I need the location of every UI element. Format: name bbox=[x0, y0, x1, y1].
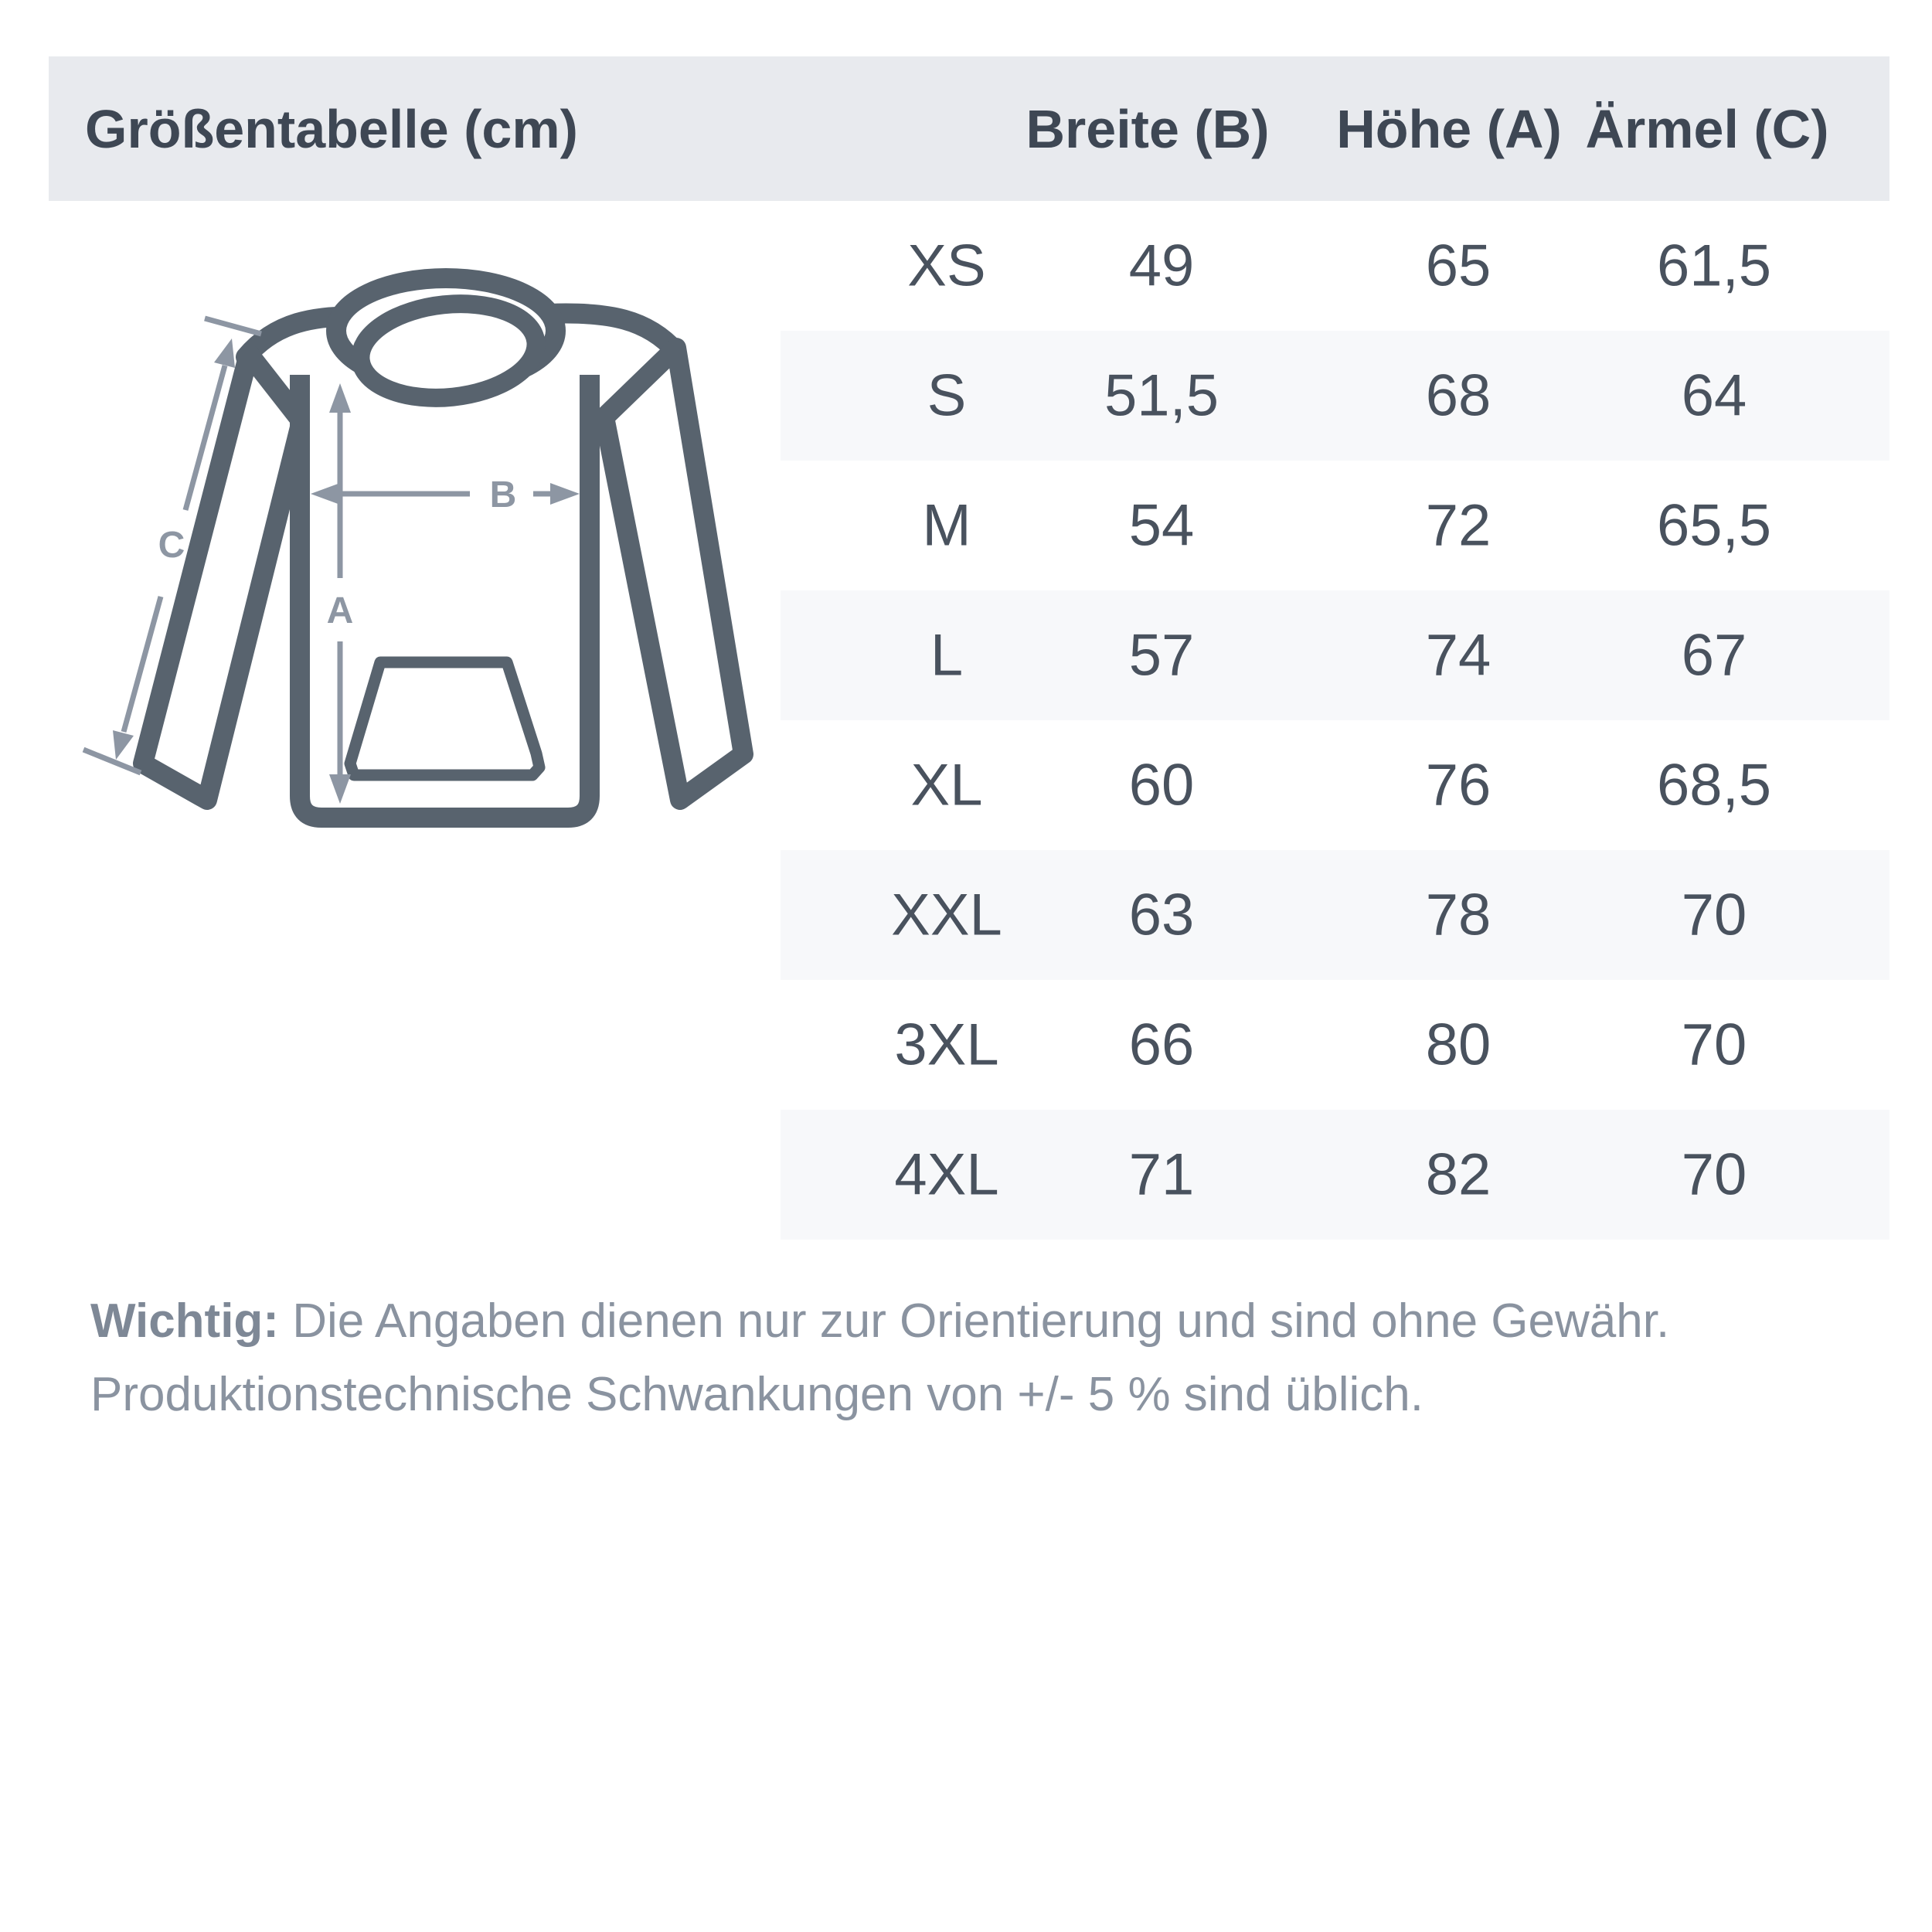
breite-value: 51,5 bbox=[1104, 362, 1219, 429]
table-row: 4XL 71 82 70 bbox=[49, 1110, 1889, 1240]
size-label: XL bbox=[910, 752, 983, 818]
aermel-value: 65,5 bbox=[1657, 492, 1771, 559]
hoehe-value: 74 bbox=[1425, 622, 1492, 689]
row-stripe bbox=[781, 590, 1889, 720]
breite-value: 60 bbox=[1128, 752, 1195, 818]
breite-value: 49 bbox=[1128, 233, 1195, 299]
aermel-value: 67 bbox=[1681, 622, 1747, 689]
disclaimer-label: Wichtig: bbox=[90, 1294, 279, 1348]
aermel-value: 68,5 bbox=[1657, 752, 1771, 818]
measure-arrowheads-b bbox=[311, 483, 580, 505]
hoehe-value: 78 bbox=[1425, 882, 1492, 948]
hoodie-hood bbox=[326, 268, 566, 407]
measure-arrowheads-a bbox=[329, 383, 351, 804]
row-stripe bbox=[781, 850, 1889, 980]
hoodie-pocket bbox=[344, 656, 546, 781]
table-row: XL 60 76 68,5 bbox=[49, 720, 1889, 850]
table-row: XS 49 65 61,5 bbox=[49, 201, 1889, 331]
hoehe-value: 76 bbox=[1425, 752, 1492, 818]
page-title: Größentabelle (cm) bbox=[85, 98, 578, 159]
aermel-value: 70 bbox=[1681, 1012, 1747, 1078]
label-a: A bbox=[327, 590, 354, 631]
table-row: L 57 74 67 bbox=[49, 590, 1889, 720]
hoehe-value: 80 bbox=[1425, 1012, 1492, 1078]
column-header-aermel: Ärmel (C) bbox=[1585, 98, 1829, 159]
disclaimer-note: Wichtig: Die Angaben dienen nur zur Orie… bbox=[90, 1284, 1837, 1431]
breite-value: 54 bbox=[1128, 492, 1195, 559]
table-row: M 54 72 65,5 bbox=[49, 461, 1889, 590]
aermel-value: 64 bbox=[1681, 362, 1747, 429]
size-label: L bbox=[930, 622, 964, 689]
hoodie-sleeves bbox=[133, 338, 753, 810]
size-label: XS bbox=[907, 233, 986, 299]
hoodie-illustration: A B C bbox=[82, 268, 753, 828]
column-header-hoehe: Höhe (A) bbox=[1336, 98, 1562, 159]
label-c: C bbox=[158, 525, 185, 566]
size-label: XXL bbox=[891, 882, 1002, 948]
hoehe-value: 68 bbox=[1425, 362, 1492, 429]
breite-value: 66 bbox=[1128, 1012, 1195, 1078]
size-label: 3XL bbox=[894, 1012, 999, 1078]
size-table: XS 49 65 61,5 S 51,5 68 64 M 54 72 65,5 … bbox=[49, 201, 1889, 1240]
size-label: M bbox=[922, 492, 971, 559]
breite-value: 71 bbox=[1128, 1141, 1195, 1208]
row-stripe bbox=[781, 331, 1889, 461]
size-label: 4XL bbox=[894, 1141, 999, 1208]
size-label: S bbox=[927, 362, 967, 429]
size-chart-header-bar: Größentabelle (cm) Breite (B) Höhe (A) Ä… bbox=[49, 56, 1889, 201]
label-b: B bbox=[490, 474, 517, 515]
measure-arrowheads-c bbox=[113, 338, 235, 760]
disclaimer-text-1: Die Angaben dienen nur zur Orientierung … bbox=[292, 1294, 1670, 1348]
table-row: XXL 63 78 70 bbox=[49, 850, 1889, 980]
breite-value: 57 bbox=[1128, 622, 1195, 689]
aermel-value: 61,5 bbox=[1657, 233, 1771, 299]
column-header-breite: Breite (B) bbox=[1026, 98, 1270, 159]
disclaimer-line-1: Wichtig: Die Angaben dienen nur zur Orie… bbox=[90, 1284, 1837, 1358]
disclaimer-line-2: Produktionstechnische Schwankungen von +… bbox=[90, 1358, 1837, 1431]
table-row: 3XL 66 80 70 bbox=[49, 980, 1889, 1110]
table-row: S 51,5 68 64 bbox=[49, 331, 1889, 461]
row-stripe bbox=[781, 1110, 1889, 1240]
breite-value: 63 bbox=[1128, 882, 1195, 948]
hoehe-value: 82 bbox=[1425, 1141, 1492, 1208]
hoodie-measurement-diagram: A B C bbox=[46, 155, 819, 927]
hoehe-value: 72 bbox=[1425, 492, 1492, 559]
measure-arrow-c bbox=[82, 315, 262, 776]
hoehe-value: 65 bbox=[1425, 233, 1492, 299]
disclaimer-text-2: Produktionstechnische Schwankungen von +… bbox=[90, 1368, 1423, 1421]
aermel-value: 70 bbox=[1681, 1141, 1747, 1208]
aermel-value: 70 bbox=[1681, 882, 1747, 948]
